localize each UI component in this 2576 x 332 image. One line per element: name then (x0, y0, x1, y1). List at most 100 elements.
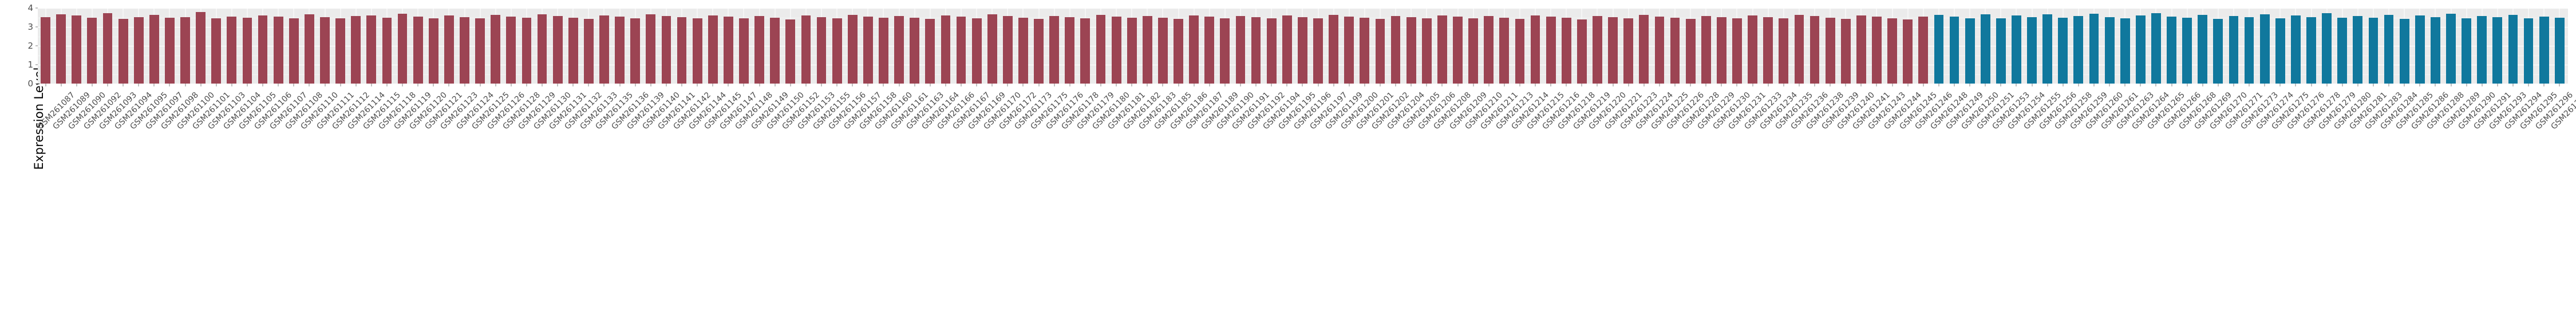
bar[interactable] (1825, 17, 1835, 84)
bar[interactable] (1996, 18, 2006, 84)
bar[interactable] (630, 18, 641, 84)
bar[interactable] (2027, 17, 2037, 84)
bar[interactable] (1266, 18, 1277, 84)
bar[interactable] (335, 18, 346, 84)
bar[interactable] (2073, 15, 2084, 84)
bar[interactable] (1980, 14, 1990, 84)
bar[interactable] (925, 19, 935, 84)
bar[interactable] (1189, 15, 1199, 84)
bar[interactable] (1887, 18, 1897, 84)
bar[interactable] (2353, 16, 2363, 84)
bar[interactable] (801, 15, 811, 84)
bar[interactable] (599, 15, 609, 84)
bar[interactable] (1685, 19, 1696, 84)
bar[interactable] (832, 18, 842, 84)
bar[interactable] (227, 16, 237, 84)
bar[interactable] (1670, 17, 1680, 84)
bar[interactable] (1282, 15, 1292, 84)
bar[interactable] (987, 14, 997, 84)
bar[interactable] (708, 15, 718, 84)
bar[interactable] (863, 16, 873, 84)
bar[interactable] (1623, 18, 1634, 84)
bar[interactable] (1034, 19, 1044, 84)
bar[interactable] (2291, 15, 2301, 84)
bar[interactable] (1654, 16, 1665, 84)
bar[interactable] (1421, 18, 1432, 84)
bar[interactable] (1096, 15, 1106, 84)
bar[interactable] (770, 17, 780, 84)
bar[interactable] (956, 17, 966, 84)
bar[interactable] (1530, 15, 1540, 84)
bar[interactable] (1763, 17, 1773, 84)
bar[interactable] (2431, 17, 2440, 84)
bar[interactable] (1174, 18, 1183, 84)
bar[interactable] (2151, 13, 2161, 84)
bar[interactable] (1794, 14, 1804, 84)
bar[interactable] (1390, 15, 1401, 84)
bar[interactable] (1840, 18, 1851, 84)
bar[interactable] (1360, 17, 1370, 84)
bar[interactable] (242, 17, 252, 84)
bar[interactable] (2446, 14, 2456, 84)
bar[interactable] (2539, 16, 2549, 84)
bar[interactable] (289, 18, 299, 84)
bar[interactable] (1235, 15, 1246, 84)
bar[interactable] (1546, 16, 1556, 84)
bar[interactable] (2089, 13, 2099, 84)
bar[interactable] (72, 15, 82, 84)
bar[interactable] (661, 15, 671, 84)
bar[interactable] (211, 18, 222, 84)
bar[interactable] (1002, 16, 1013, 84)
bar[interactable] (2244, 17, 2254, 84)
bar[interactable] (102, 13, 113, 84)
bar[interactable] (1204, 17, 1215, 84)
bar[interactable] (971, 18, 982, 84)
bar[interactable] (2523, 18, 2534, 84)
bar[interactable] (258, 15, 268, 84)
bar[interactable] (196, 11, 206, 84)
bar[interactable] (1080, 18, 1091, 84)
bar[interactable] (537, 14, 547, 84)
bar[interactable] (2058, 18, 2068, 84)
bar[interactable] (149, 14, 159, 84)
bar[interactable] (2259, 14, 2270, 84)
bar[interactable] (2477, 15, 2487, 84)
bar[interactable] (2415, 15, 2425, 84)
bar[interactable] (1484, 16, 1494, 84)
bar[interactable] (1298, 17, 1307, 84)
bar[interactable] (351, 16, 361, 84)
bar[interactable] (1949, 16, 1959, 84)
bar[interactable] (397, 13, 408, 84)
bar[interactable] (568, 17, 578, 84)
bar[interactable] (754, 16, 764, 84)
bar[interactable] (444, 15, 454, 84)
bar[interactable] (1453, 17, 1463, 84)
bar[interactable] (1515, 18, 1525, 84)
bar[interactable] (1049, 15, 1060, 84)
bar[interactable] (941, 15, 951, 84)
bar[interactable] (1577, 19, 1587, 84)
bar[interactable] (366, 15, 377, 84)
bar[interactable] (1748, 15, 1757, 84)
bar[interactable] (118, 19, 128, 84)
bar[interactable] (1608, 17, 1618, 84)
bar[interactable] (475, 18, 485, 84)
bar[interactable] (2275, 18, 2285, 84)
bar[interactable] (615, 16, 625, 84)
bar[interactable] (1406, 17, 1416, 84)
bar[interactable] (1375, 19, 1385, 84)
bar[interactable] (1018, 17, 1028, 84)
bar[interactable] (583, 18, 594, 84)
bar[interactable] (1437, 15, 1447, 84)
bar[interactable] (2554, 17, 2565, 84)
bar[interactable] (2104, 17, 2115, 84)
bar[interactable] (677, 17, 687, 84)
bar[interactable] (1903, 19, 1913, 84)
bar[interactable] (1701, 15, 1711, 84)
bar[interactable] (552, 15, 563, 84)
bar[interactable] (1142, 16, 1152, 84)
bar[interactable] (1732, 18, 1742, 84)
bar[interactable] (56, 14, 66, 84)
bar[interactable] (2306, 17, 2316, 84)
bar[interactable] (785, 19, 796, 84)
